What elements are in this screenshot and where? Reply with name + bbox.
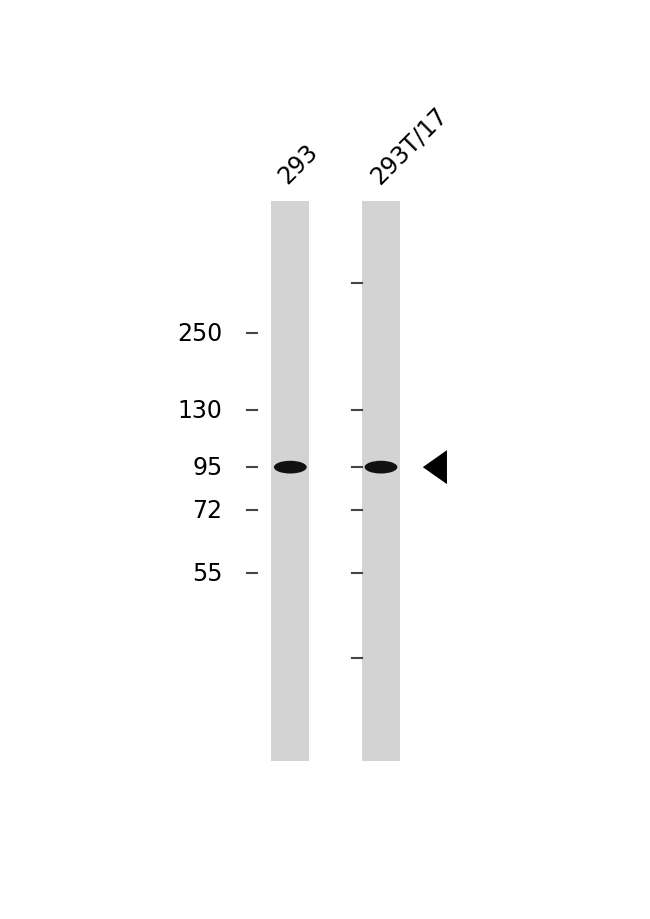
Bar	[272, 202, 309, 761]
Text: 293: 293	[274, 140, 322, 188]
Text: 250: 250	[177, 322, 222, 346]
Bar	[362, 202, 400, 761]
Polygon shape	[422, 450, 447, 484]
Text: 55: 55	[192, 562, 222, 585]
Text: 95: 95	[192, 456, 222, 480]
Ellipse shape	[365, 461, 397, 474]
Text: 130: 130	[177, 399, 222, 423]
Text: 72: 72	[192, 498, 222, 522]
Text: 293T/17: 293T/17	[367, 102, 452, 188]
Ellipse shape	[274, 461, 307, 474]
